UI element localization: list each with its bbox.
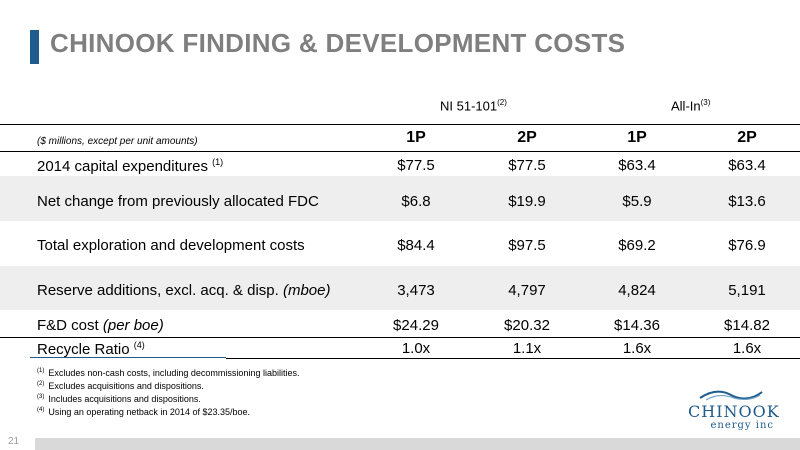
row-label-recycle-ratio: Recycle Ratio (4): [37, 340, 145, 358]
column-header-ni-1p: 1P: [406, 129, 426, 146]
table-bottom-rule: [226, 358, 800, 359]
column-header-allin-1p: 1P: [627, 129, 647, 146]
page-number: 21: [8, 436, 20, 447]
row-label-capex: 2014 capital expenditures (1): [37, 157, 224, 175]
chinook-energy-logo: CHINOOK energy inc: [688, 388, 780, 432]
table-cell: $84.4: [397, 237, 435, 254]
row-label-total-costs: Total exploration and development costs: [37, 237, 305, 254]
table-cell: $63.4: [618, 157, 656, 174]
table-cell: $77.5: [508, 157, 546, 174]
table-cell: $14.36: [614, 317, 660, 334]
units-note: ($ millions, except per unit amounts): [37, 136, 198, 147]
row-label-reserve-additions: Reserve additions, excl. acq. & disp. (m…: [37, 282, 331, 299]
table-cell: 1.0x: [401, 340, 431, 357]
table-cell: 4,824: [618, 282, 656, 299]
table-cell: $14.82: [724, 317, 770, 334]
table-cell: 3,473: [397, 282, 435, 299]
footnote-4: (4) Using an operating netback in 2014 of…: [37, 407, 250, 417]
table-cell: $63.4: [728, 157, 766, 174]
page-title: CHINOOK FINDING & DEVELOPMENT COSTS: [50, 28, 626, 58]
table-cell: $19.9: [508, 193, 546, 210]
footer-bar: [35, 438, 800, 450]
table-cell: $20.32: [504, 317, 550, 334]
table-cell: 4,797: [508, 282, 546, 299]
table-top-rule: [0, 124, 800, 125]
standard-label-ni-51-101: NI 51-101(2): [440, 98, 507, 114]
table-cell: 1.1x: [512, 340, 542, 357]
table-cell: $6.8: [401, 193, 431, 210]
table-cell: $77.5: [397, 157, 435, 174]
column-header-ni-2p: 2P: [517, 129, 537, 146]
row-label-fd-cost: F&D cost (per boe): [37, 317, 164, 334]
footnote-1: (1) Excludes non-cash costs, including de…: [37, 368, 300, 378]
table-cell: $76.9: [728, 237, 766, 254]
title-accent-bar: [30, 30, 39, 64]
table-cell: 1.6x: [732, 340, 762, 357]
footnote-2: (2) Excludes acquisitions and disposition…: [37, 381, 204, 391]
standard-label-all-in: All-In(3): [671, 98, 711, 114]
table-cell: $24.29: [393, 317, 439, 334]
table-divider-rule: [0, 337, 800, 338]
table-cell: $69.2: [618, 237, 656, 254]
logo-wordmark: CHINOOK: [688, 402, 780, 421]
recycle-ratio-underline: [30, 357, 226, 358]
footnote-3: (3) Includes acquisitions and disposition…: [37, 394, 201, 404]
row-stripe: [0, 176, 800, 221]
table-cell: $5.9: [622, 193, 652, 210]
table-header-rule: [0, 151, 800, 152]
row-label-net-change-fdc: Net change from previously allocated FDC: [37, 193, 319, 210]
wave-icon: [699, 390, 763, 401]
logo-tagline: energy inc: [710, 420, 774, 431]
table-cell: 5,191: [728, 282, 766, 299]
table-cell: 1.6x: [622, 340, 652, 357]
table-cell: $97.5: [508, 237, 546, 254]
table-cell: $13.6: [728, 193, 766, 210]
row-stripe: [0, 266, 800, 310]
column-header-allin-2p: 2P: [737, 129, 757, 146]
